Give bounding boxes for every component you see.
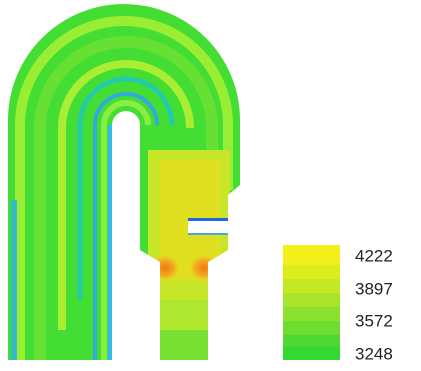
baffle bbox=[188, 222, 228, 232]
colorbar-label: 4222 bbox=[355, 246, 393, 265]
flow-field bbox=[0, 0, 260, 371]
colorbar-label: 3572 bbox=[355, 311, 393, 330]
colorbar-label: 3248 bbox=[355, 344, 393, 363]
colorbar-label: 3897 bbox=[355, 279, 393, 298]
contour-figure: 4222 3897 3572 3248 bbox=[0, 0, 421, 371]
colorbar bbox=[283, 245, 340, 360]
